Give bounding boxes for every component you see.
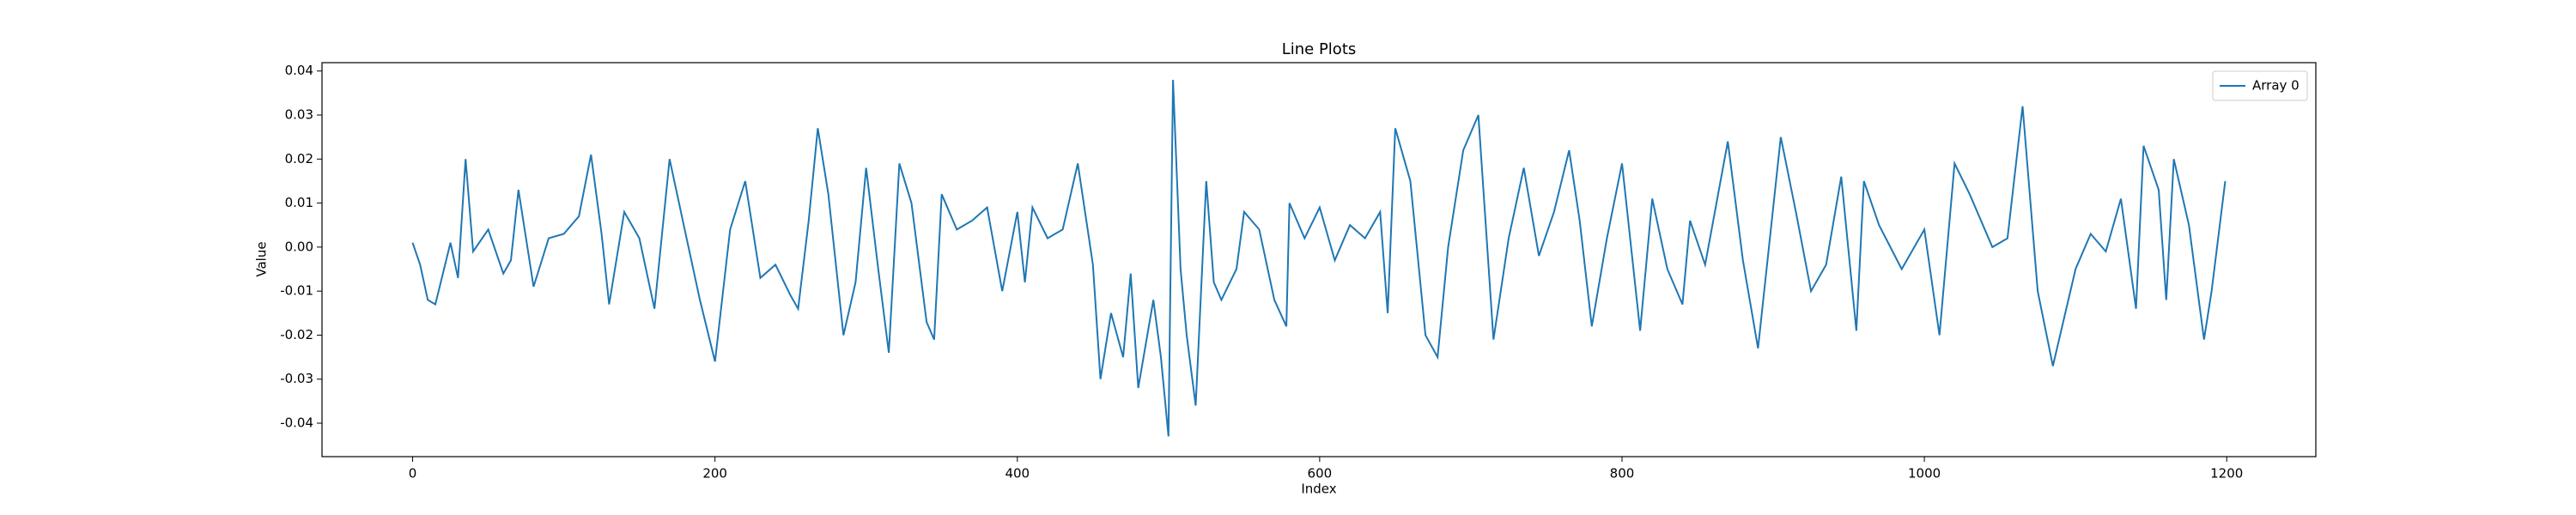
y-tick-label: 0.01	[285, 195, 313, 210]
x-tick-label: 800	[1610, 466, 1635, 482]
plot-frame	[321, 62, 2317, 457]
x-tick-label: 600	[1308, 466, 1333, 482]
data-line	[411, 79, 2227, 437]
y-axis-label: Value	[254, 241, 270, 276]
legend-box	[2212, 70, 2308, 101]
x-tick-label: 1000	[1908, 466, 1941, 482]
x-tick-label: 200	[702, 466, 727, 482]
y-tick-label: -0.03	[280, 371, 313, 386]
y-tick-label: 0.00	[285, 239, 313, 254]
x-tick-label: 1200	[2210, 466, 2243, 482]
x-axis-label: Index	[1301, 482, 1336, 497]
y-tick-label: -0.02	[280, 327, 313, 342]
y-tick-label: 0.04	[285, 63, 313, 78]
y-tick-label: 0.02	[285, 151, 313, 167]
y-tick-label: -0.01	[280, 283, 313, 299]
y-tick-label: 0.03	[285, 107, 313, 123]
chart-title: Line Plots	[1282, 40, 1357, 58]
x-tick-label: 0	[409, 466, 417, 482]
y-tick-label: -0.04	[280, 415, 313, 431]
legend-label: Array 0	[2252, 78, 2300, 94]
x-tick-label: 400	[1005, 466, 1030, 482]
